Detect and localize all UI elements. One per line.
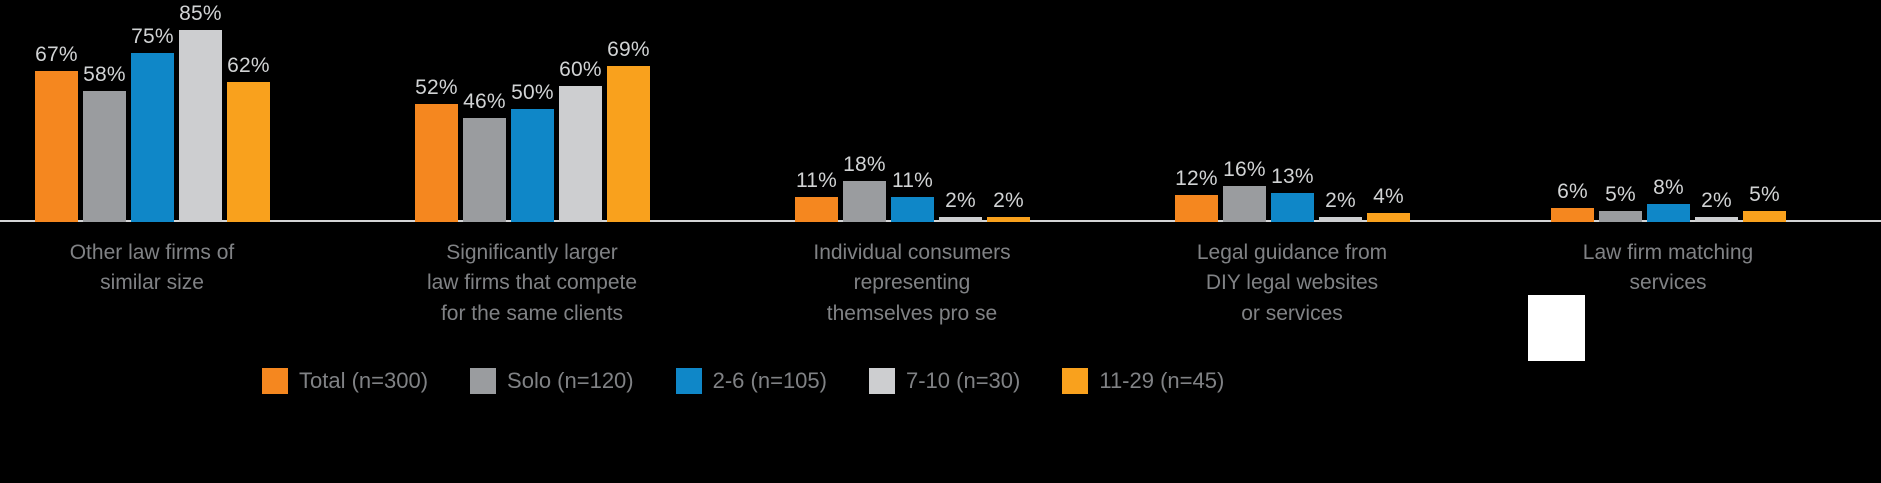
bar: [607, 66, 650, 222]
bar-value-label: 6%: [1557, 180, 1588, 203]
bar-value-label: 46%: [463, 90, 506, 113]
legend-item: 11-29 (n=45): [1062, 368, 1224, 394]
bar: [35, 71, 78, 222]
bar-value-label: 12%: [1175, 167, 1218, 190]
category-label: Other law firms of similar size: [69, 241, 235, 295]
bar: [1551, 208, 1594, 222]
bar: [415, 104, 458, 222]
bar-value-label: 67%: [35, 43, 78, 66]
legend-swatch: [1062, 368, 1089, 394]
legend-label: Solo (n=120): [507, 368, 634, 393]
legend-label: 2-6 (n=105): [712, 368, 827, 393]
bar: [1367, 213, 1410, 222]
bar: [1647, 204, 1690, 222]
bar: [179, 30, 222, 222]
bar-value-label: 52%: [415, 76, 458, 99]
bar: [939, 217, 982, 222]
bar-value-label: 62%: [227, 54, 270, 77]
legend-swatch: [868, 368, 895, 394]
category-label: Legal guidance from DIY legal websites o…: [1196, 241, 1388, 325]
bar: [227, 82, 270, 222]
bar: [131, 53, 174, 222]
legend-item: Total (n=300): [262, 368, 428, 394]
bar-value-label: 50%: [511, 81, 554, 104]
bar-value-label: 16%: [1223, 158, 1266, 181]
bar: [1695, 217, 1738, 222]
category-label: Individual consumers representing themse…: [813, 241, 1011, 325]
bar-value-label: 2%: [1325, 189, 1356, 212]
legend-item: 7-10 (n=30): [868, 368, 1021, 394]
bar-value-label: 18%: [843, 153, 886, 176]
bar-value-label: 2%: [945, 189, 976, 212]
bar-value-label: 58%: [83, 63, 126, 86]
bar: [1223, 186, 1266, 222]
white-box-artifact: [1528, 295, 1585, 361]
bar: [83, 91, 126, 222]
bar-value-label: 13%: [1271, 165, 1314, 188]
bar-value-label: 85%: [179, 2, 222, 25]
bar-value-label: 2%: [993, 189, 1024, 212]
bar: [1175, 195, 1218, 222]
legend-item: 2-6 (n=105): [675, 368, 827, 394]
bar: [843, 181, 886, 222]
legend-swatch: [675, 368, 702, 394]
bar: [463, 118, 506, 222]
bar-value-label: 75%: [131, 25, 174, 48]
bar: [1743, 211, 1786, 222]
category-label: Significantly larger law firms that comp…: [426, 241, 638, 325]
legend-item: Solo (n=120): [470, 368, 634, 394]
bar-value-label: 69%: [607, 38, 650, 61]
bar: [1271, 193, 1314, 222]
legend-label: 11-29 (n=45): [1099, 368, 1225, 393]
bar: [891, 197, 934, 222]
legend-label: 7-10 (n=30): [905, 368, 1021, 393]
bar-value-label: 4%: [1373, 185, 1404, 208]
bar-value-label: 5%: [1605, 183, 1636, 206]
bar: [559, 86, 602, 222]
bar-value-label: 2%: [1701, 189, 1732, 212]
bar: [1599, 211, 1642, 222]
legend-label: Total (n=300): [299, 368, 429, 393]
bar: [987, 217, 1030, 222]
bar-value-label: 11%: [795, 169, 838, 192]
bar-value-label: 60%: [559, 58, 602, 81]
bar-value-label: 5%: [1749, 183, 1780, 206]
bar: [511, 109, 554, 222]
legend-swatch: [470, 368, 497, 394]
category-label: Law firm matching services: [1582, 241, 1754, 295]
bar-value-label: 11%: [891, 169, 934, 192]
bar: [1319, 217, 1362, 222]
legend: Total (n=300) Solo (n=120) 2-6 (n=105) 7-10…: [262, 368, 1224, 394]
legend-swatch: [262, 368, 288, 394]
bar-value-label: 8%: [1653, 176, 1684, 199]
bar: [795, 197, 838, 222]
